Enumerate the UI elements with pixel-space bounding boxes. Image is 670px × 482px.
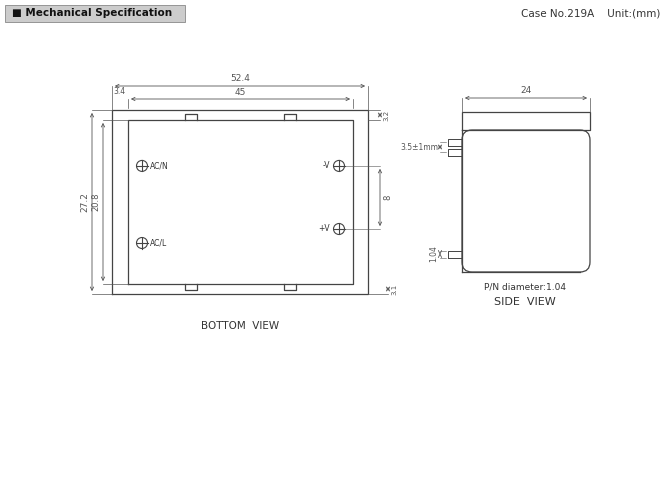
Text: ■ Mechanical Specification: ■ Mechanical Specification bbox=[12, 9, 172, 18]
Text: BOTTOM  VIEW: BOTTOM VIEW bbox=[201, 321, 279, 331]
Text: 52.4: 52.4 bbox=[230, 74, 250, 83]
Text: 3.4: 3.4 bbox=[113, 87, 125, 96]
Text: 45: 45 bbox=[234, 88, 246, 97]
Text: AC/L: AC/L bbox=[150, 239, 168, 247]
Text: 3.5±1mm: 3.5±1mm bbox=[400, 143, 438, 151]
Text: 27.2: 27.2 bbox=[80, 192, 89, 212]
Text: 20.8: 20.8 bbox=[91, 193, 100, 211]
Text: 24: 24 bbox=[521, 86, 531, 95]
Text: 3.1: 3.1 bbox=[391, 283, 397, 295]
Text: Case No.219A    Unit:(mm): Case No.219A Unit:(mm) bbox=[521, 9, 660, 18]
Text: 8: 8 bbox=[383, 195, 392, 200]
Text: P/N diameter:1.04: P/N diameter:1.04 bbox=[484, 283, 566, 292]
FancyBboxPatch shape bbox=[5, 5, 185, 22]
Text: -V: -V bbox=[322, 161, 330, 171]
Text: AC/N: AC/N bbox=[150, 161, 169, 171]
Text: 3.2: 3.2 bbox=[383, 109, 389, 120]
Text: 1.04: 1.04 bbox=[429, 245, 438, 262]
Text: +V: +V bbox=[318, 225, 330, 233]
Text: SIDE  VIEW: SIDE VIEW bbox=[494, 297, 556, 307]
